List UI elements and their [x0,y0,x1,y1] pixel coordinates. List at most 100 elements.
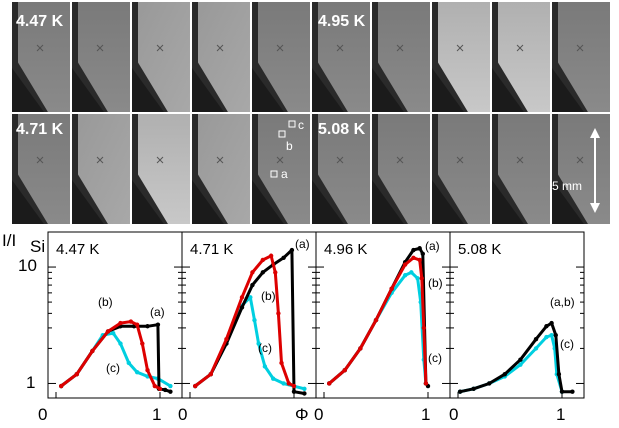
curve-label: (a) [150,305,165,319]
data-point [409,270,414,275]
data-point [342,367,347,373]
data-point [302,386,307,391]
x-tick-0-p1: 0 [38,405,47,424]
image-frame [552,2,610,112]
data-point [556,372,562,377]
data-point [457,389,463,394]
image-frame [312,114,370,224]
data-point [260,257,265,263]
plot-frame [315,231,451,399]
image-frame [12,2,70,112]
data-point [291,383,297,389]
data-point [415,276,420,281]
data-point [279,360,284,366]
data-point [90,348,95,354]
data-series [457,320,575,394]
image-temp-labels: 4.47 K 4.95 K 4.71 K 5.08 K [16,13,366,138]
data-point [420,251,425,256]
data-point [417,257,422,263]
data-point [533,346,539,351]
data-point [471,386,476,391]
image-frame [552,114,610,224]
image-frame [492,114,550,224]
image-frame [192,2,250,112]
data-series [193,253,297,389]
region-box-b [278,130,286,138]
curve-label: (a) [295,237,310,251]
x-tick-0-p4: 0 [449,405,458,424]
data-point [250,270,255,275]
image-frame [492,2,550,112]
data-point [59,383,64,389]
data-point [134,322,140,327]
image-frame [432,114,490,224]
region-markers: a b c [270,118,304,181]
data-point [544,334,549,340]
data-point [549,320,554,326]
data-point [559,389,565,394]
region-label-b: b [286,139,293,153]
data-point [518,362,523,367]
data-point [423,381,429,386]
data-point [163,387,168,393]
data-point [252,317,257,323]
plot-panel: 4.71 K (a) (b) (c) [181,231,317,399]
plot-frame [449,231,585,399]
x-axis-labels: 0 1 0 Φ 0 1 0 1 [38,405,565,424]
data-point [273,270,278,275]
data-point [248,295,253,300]
image-strip [12,2,610,224]
image-frame [192,114,250,224]
plot-row: 4.47 K (a) (b) (c) 4.71 K (a) (b) (c) 4.96 K (a) (… [47,231,585,399]
y-axis-label: I/I Si 10 1 [2,231,45,392]
data-point [118,320,123,326]
curve-label: (c) [560,337,574,351]
scale-bar: 5 mm [552,128,600,213]
plot-panel: 4.47 K (a) (b) (c) [47,231,183,399]
image-frame [132,2,190,112]
data-point [286,381,291,386]
data-point [373,317,379,323]
data-point [411,247,416,253]
temp-label-4-47: 4.47 K [16,13,64,30]
temp-label-5-08: 5.08 K [318,121,366,138]
y-label-main: I/I [2,231,16,250]
data-point [302,391,307,396]
data-point [155,322,161,327]
data-point [402,273,408,278]
data-point [327,381,332,386]
data-point [281,255,286,261]
image-frame [252,114,310,224]
data-point [208,372,213,377]
data-point [389,286,394,292]
image-frame [132,114,190,224]
region-box-a [270,170,278,178]
image-frame [12,114,70,224]
data-point [533,336,539,342]
curve-label: (b) [261,289,276,303]
x-tick-0-p3: 0 [314,405,323,424]
data-point [224,336,229,342]
image-frame [372,114,430,224]
region-label-a: a [281,167,288,181]
x-tick-xlabel: Φ [295,405,309,424]
temp-label-4-95: 4.95 K [318,13,366,30]
data-point [358,346,363,351]
data-point [239,295,245,300]
scale-bar-label: 5 mm [552,179,582,193]
curve-label: (b) [428,276,443,290]
data-point [289,247,295,253]
data-point [134,369,140,375]
image-frame [252,2,310,112]
data-point [152,383,157,389]
temp-label-4-71: 4.71 K [16,121,64,138]
curve-label: (b) [98,295,113,309]
curve-label: (c) [106,361,120,375]
y-tick-10: 10 [18,256,37,275]
plot-temp-label: 4.96 K [324,241,367,258]
data-point [145,324,150,329]
data-point [239,305,245,310]
data-point [118,341,123,346]
data-point [502,372,507,377]
curve-label: (a,b) [550,295,575,309]
